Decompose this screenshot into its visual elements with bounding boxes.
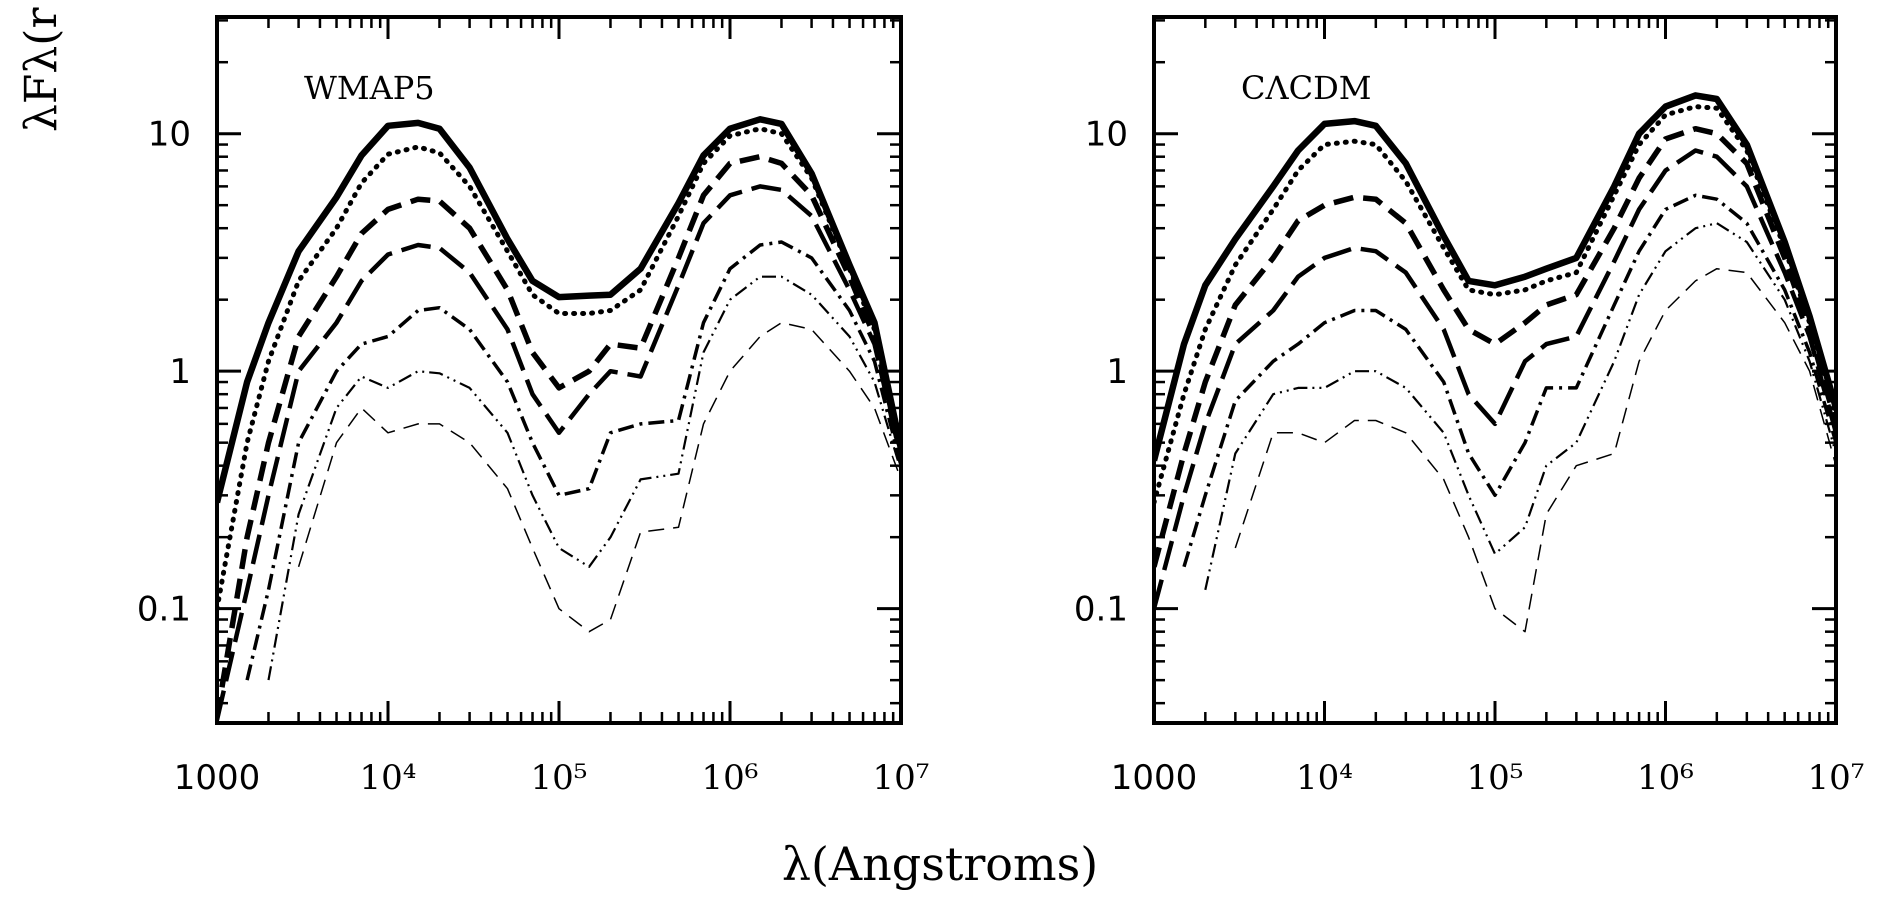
panel-title: CΛCDM [1241, 69, 1372, 107]
x-tick-label: 10⁴ [1296, 758, 1353, 798]
series-line [217, 153, 901, 718]
x-axis-label: λ(Angstroms) [782, 837, 1098, 891]
x-tick-label: 1000 [1111, 758, 1198, 798]
panel: 1000 10⁴ 10⁵ 10⁶ 10⁷ 0.1 1 10 WMAP5 [137, 15, 930, 798]
x-tick-label: 1000 [174, 758, 261, 798]
series-line [245, 240, 901, 681]
series-line [1154, 148, 1836, 610]
y-axis-label: λFλ(r [16, 7, 67, 132]
series-line [217, 116, 901, 504]
x-tick-label: 10⁵ [1467, 758, 1524, 798]
panel: 1000 10⁴ 10⁵ 10⁶ 10⁷ 0.1 1 10 CΛCDM [1074, 15, 1865, 798]
y-tick-label: 1 [169, 352, 191, 392]
x-tick-label: 10⁷ [1808, 758, 1865, 798]
y-tick-label: 10 [148, 115, 191, 155]
series-line [1182, 193, 1836, 568]
x-tick-label: 10⁶ [702, 758, 759, 798]
series-line [297, 321, 901, 633]
series-line [1154, 104, 1836, 505]
series-line [217, 184, 901, 721]
series-line [1154, 125, 1836, 568]
x-tick-label: 10⁷ [873, 758, 930, 798]
y-tick-label: 1 [1106, 352, 1128, 392]
x-tick-label: 10⁴ [360, 758, 417, 798]
series-line [1204, 222, 1836, 591]
plot-frame [215, 15, 903, 725]
series-line [1154, 92, 1836, 462]
series-line [217, 126, 901, 612]
y-tick-label: 0.1 [137, 590, 191, 630]
plot-frame [1152, 15, 1838, 725]
x-tick-label: 10⁵ [531, 758, 588, 798]
panel-title: WMAP5 [304, 69, 435, 107]
y-tick-label: 0.1 [1074, 590, 1128, 630]
x-tick-label: 10⁶ [1637, 758, 1694, 798]
y-tick-label: 10 [1085, 115, 1128, 155]
series-line [1234, 267, 1836, 633]
series-line [267, 275, 901, 681]
